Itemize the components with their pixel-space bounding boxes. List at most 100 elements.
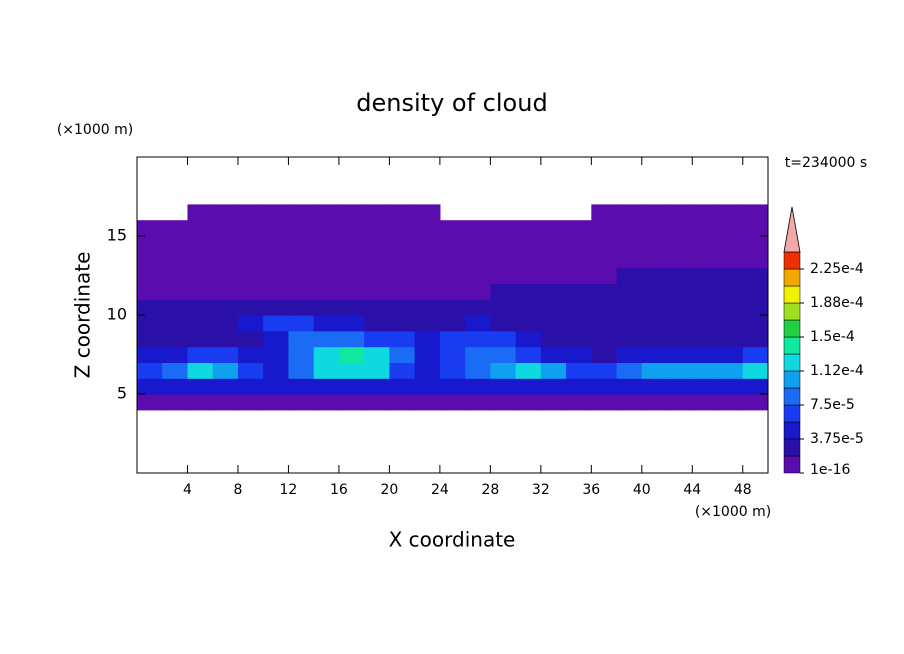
field-cell [338,267,365,284]
field-cell [591,346,618,363]
field-cell [364,330,390,348]
field-cell [338,378,365,395]
field-cell [414,378,441,395]
field-cell [465,330,491,348]
field-cell [490,236,517,253]
field-cell [389,299,416,316]
field-cell [692,204,719,221]
colorbar-label: 3.75e-5 [810,431,864,447]
field-cell [212,315,239,332]
field-cell [515,236,542,253]
field-cell [338,362,365,379]
field-cell [313,251,340,269]
field-cell [742,362,768,379]
colorbar-band [783,302,801,321]
field-cell [591,378,618,395]
field-cell [137,315,163,332]
field-cell [313,204,340,221]
field-cell [717,346,744,363]
field-cell [313,220,340,237]
x-tick-label: 8 [233,482,242,498]
field-cell [288,330,315,348]
field-cell [490,267,517,284]
field-cell [667,204,693,221]
field-cell [162,251,189,269]
colorbar-extend [783,206,801,253]
field-cell [439,283,466,300]
field-cell [515,394,542,411]
chart-title: density of cloud [356,89,547,117]
field-cell [338,251,365,269]
field-cell [540,362,567,379]
field-cell [338,299,365,316]
field-cell [540,220,567,237]
x-tick-label: 16 [330,482,348,498]
field-cell [137,378,163,395]
field-cell [237,299,264,316]
field-cell [263,267,290,284]
field-cell [414,267,441,284]
field-cell [288,299,315,316]
field-cell [237,236,264,253]
field-cell [212,346,239,363]
field-cell [616,267,643,284]
field-cell [364,299,390,316]
field-cell [162,299,189,316]
field-cell [641,394,668,411]
field-cell [288,267,315,284]
field-cell [566,315,592,332]
field-cell [591,283,618,300]
field-cell [237,378,264,395]
field-cell [616,220,643,237]
colorbar-band [783,421,801,440]
field-cell [667,299,693,316]
colorbar-label: 1.12e-4 [810,363,864,379]
field-cell [667,283,693,300]
field-cell [162,236,189,253]
field-cell [338,204,365,221]
field-cell [515,346,542,363]
field-cell [439,299,466,316]
field-cell [667,362,693,379]
field-cell [566,236,592,253]
field-cell [566,299,592,316]
field-cell [742,251,768,269]
field-cell [338,220,365,237]
field-cell [212,283,239,300]
field-cell [692,315,719,332]
field-cell [338,315,365,332]
field-cell [742,267,768,284]
field-cell [566,220,592,237]
field-cell [616,299,643,316]
field-cell [237,330,264,348]
field-cell [566,251,592,269]
field-cell [263,394,290,411]
field-cell [414,362,441,379]
field-cell [313,378,340,395]
field-cell [490,315,517,332]
field-cell [742,394,768,411]
field-cell [692,299,719,316]
colorbar-band [783,370,801,389]
field-cell [641,378,668,395]
field-cell [313,283,340,300]
field-cell [540,315,567,332]
field-cell [364,346,390,363]
field-cell [187,204,214,221]
field-cell [591,299,618,316]
field-cell [616,315,643,332]
field-cell [439,267,466,284]
field-cell [162,283,189,300]
field-cell [212,299,239,316]
field-cell [566,394,592,411]
field-cell [212,251,239,269]
field-cell [439,394,466,411]
field-cell [667,330,693,348]
field-cell [187,236,214,253]
colorbar-band [783,438,801,457]
colorbar-band [783,268,801,287]
field-cell [490,220,517,237]
field-cell [414,220,441,237]
field-cell [187,267,214,284]
